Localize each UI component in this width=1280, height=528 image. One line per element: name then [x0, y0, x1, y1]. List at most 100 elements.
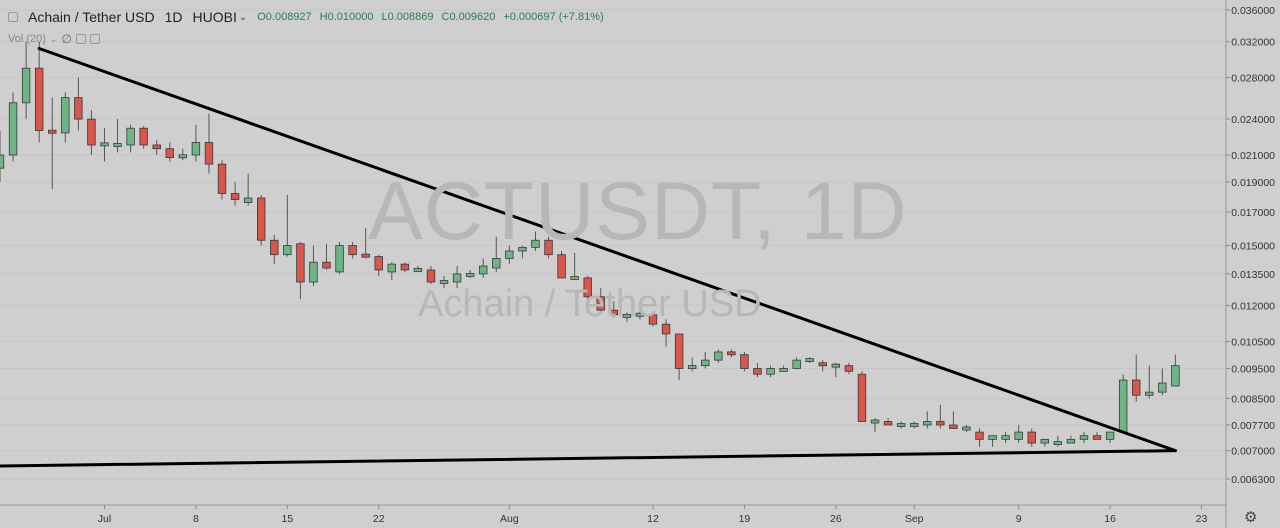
time-axis[interactable]: Jul 8 15 22 Aug 12 19 26 Sep 9 16 23 [98, 505, 1208, 525]
candle[interactable] [1053, 435, 1063, 447]
collapse-icon[interactable] [8, 12, 18, 22]
candle[interactable] [283, 195, 292, 257]
candle[interactable] [34, 41, 44, 143]
candle[interactable] [936, 404, 945, 429]
candle[interactable] [270, 235, 279, 265]
candle[interactable] [100, 128, 109, 162]
candle[interactable] [217, 160, 227, 200]
candle[interactable] [400, 262, 410, 272]
candle[interactable] [152, 140, 161, 156]
trendline[interactable] [37, 47, 1177, 453]
candle[interactable] [48, 97, 57, 190]
candle[interactable] [492, 236, 501, 272]
candle[interactable] [557, 251, 566, 279]
candle[interactable] [296, 242, 305, 299]
candle[interactable] [178, 148, 188, 161]
candle[interactable] [1066, 435, 1076, 444]
candle[interactable] [648, 312, 658, 327]
chevron-down-icon[interactable]: ⌄ [238, 11, 248, 23]
symbol-name[interactable]: Achain / Tether USD [28, 9, 155, 25]
candle[interactable] [701, 351, 710, 369]
candle[interactable] [74, 77, 83, 131]
candle[interactable] [805, 357, 814, 363]
candle[interactable] [309, 245, 318, 287]
candle[interactable] [387, 262, 396, 280]
gear-icon[interactable]: ⚙ [1244, 508, 1258, 526]
candle[interactable] [1079, 432, 1089, 444]
candle[interactable] [518, 245, 527, 259]
candle[interactable] [1145, 365, 1154, 399]
candle[interactable] [191, 124, 201, 162]
candle[interactable] [439, 275, 449, 289]
price-axis[interactable]: 0.036000 0.032000 0.028000 0.024000 0.021000… [1226, 5, 1275, 486]
candle[interactable] [165, 142, 174, 162]
candle[interactable] [674, 333, 684, 381]
candle[interactable] [322, 243, 331, 270]
candle[interactable] [635, 305, 645, 320]
candle[interactable] [452, 266, 462, 289]
candle[interactable] [1040, 438, 1049, 447]
candle[interactable] [1132, 354, 1141, 402]
candle[interactable] [21, 41, 31, 120]
settings-icon[interactable] [75, 34, 86, 44]
candle[interactable] [113, 119, 122, 153]
candle[interactable] [740, 351, 749, 372]
candle[interactable] [505, 245, 514, 265]
candle[interactable] [61, 92, 70, 143]
candle[interactable] [583, 275, 592, 302]
volume-label[interactable]: Vol (20) [8, 33, 46, 45]
candle[interactable] [687, 357, 697, 372]
candle[interactable] [831, 362, 841, 378]
candle[interactable] [622, 312, 632, 322]
candle[interactable] [8, 92, 18, 162]
candle[interactable] [544, 236, 553, 259]
candle[interactable] [230, 181, 240, 206]
candle[interactable] [570, 252, 579, 280]
hide-icon[interactable]: ∅ [61, 32, 72, 46]
candle[interactable] [243, 173, 253, 206]
chevron-down-icon[interactable]: ⌄ [49, 33, 58, 44]
candle[interactable] [531, 231, 540, 252]
candle[interactable] [0, 130, 5, 182]
close-icon[interactable] [89, 34, 100, 44]
candle[interactable] [1171, 354, 1180, 387]
candle[interactable] [609, 301, 619, 318]
candle[interactable] [792, 357, 801, 369]
candle[interactable] [975, 428, 984, 447]
candle[interactable] [883, 418, 893, 426]
exchange-label[interactable]: HUOBI [192, 9, 237, 25]
candle[interactable] [844, 362, 854, 375]
candle[interactable] [727, 349, 736, 358]
candle[interactable] [596, 288, 605, 313]
candle[interactable] [923, 411, 932, 429]
candle[interactable] [426, 266, 436, 285]
candle[interactable] [661, 319, 671, 347]
candle[interactable] [857, 371, 867, 422]
candles-layer[interactable] [0, 41, 1180, 447]
candle[interactable] [256, 195, 266, 246]
trendline[interactable] [0, 449, 1177, 468]
candle[interactable] [1105, 431, 1115, 444]
candle[interactable] [361, 228, 370, 259]
candle[interactable] [1014, 425, 1023, 444]
candle[interactable] [714, 349, 723, 363]
candle[interactable] [1001, 432, 1010, 444]
candle[interactable] [818, 360, 827, 372]
candle[interactable] [949, 411, 958, 429]
candle[interactable] [126, 124, 135, 153]
candle[interactable] [413, 266, 423, 272]
candle[interactable] [962, 425, 971, 433]
candle[interactable] [87, 110, 96, 156]
candle[interactable] [779, 365, 788, 372]
candle[interactable] [766, 365, 775, 378]
candle[interactable] [374, 254, 383, 276]
candle[interactable] [465, 269, 475, 278]
candle[interactable] [896, 421, 906, 429]
candle[interactable] [139, 125, 148, 149]
candle[interactable] [479, 258, 488, 278]
candle[interactable] [348, 242, 357, 259]
candle[interactable] [1027, 428, 1036, 447]
candle[interactable] [335, 242, 344, 274]
interval-label[interactable]: 1D [164, 9, 183, 25]
